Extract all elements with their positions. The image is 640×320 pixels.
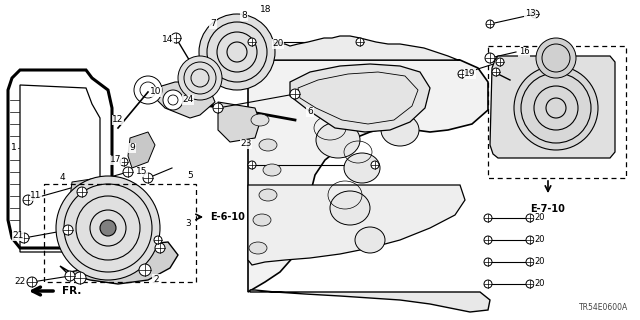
Text: 20: 20 xyxy=(535,213,545,222)
Circle shape xyxy=(74,272,86,284)
Circle shape xyxy=(199,14,275,90)
Circle shape xyxy=(496,58,504,66)
Circle shape xyxy=(143,173,153,183)
Ellipse shape xyxy=(316,122,360,158)
Polygon shape xyxy=(218,102,260,142)
Circle shape xyxy=(100,220,116,236)
Circle shape xyxy=(458,70,466,78)
Text: 13: 13 xyxy=(525,10,535,19)
Circle shape xyxy=(484,258,492,266)
Text: 24: 24 xyxy=(182,95,194,105)
Polygon shape xyxy=(248,185,465,265)
Ellipse shape xyxy=(253,214,271,226)
Circle shape xyxy=(290,89,300,99)
Text: 20: 20 xyxy=(535,236,545,244)
Circle shape xyxy=(134,76,162,104)
Polygon shape xyxy=(248,60,488,292)
Text: 6: 6 xyxy=(307,108,313,116)
Text: 1: 1 xyxy=(11,143,17,153)
Circle shape xyxy=(492,68,500,76)
Circle shape xyxy=(526,236,534,244)
Text: 9: 9 xyxy=(129,143,135,153)
Ellipse shape xyxy=(355,227,385,253)
Ellipse shape xyxy=(381,114,419,146)
Text: 7: 7 xyxy=(210,20,216,28)
Circle shape xyxy=(486,20,494,28)
Text: 1: 1 xyxy=(11,143,17,153)
Circle shape xyxy=(526,280,534,288)
Circle shape xyxy=(154,236,162,244)
Text: 22: 22 xyxy=(14,277,26,286)
Polygon shape xyxy=(60,242,178,284)
Circle shape xyxy=(171,33,181,43)
Circle shape xyxy=(63,225,73,235)
Text: 20: 20 xyxy=(535,258,545,267)
Ellipse shape xyxy=(259,189,277,201)
Circle shape xyxy=(356,38,364,46)
Circle shape xyxy=(56,176,160,280)
Polygon shape xyxy=(128,132,155,168)
Ellipse shape xyxy=(249,242,267,254)
Text: E-6-10: E-6-10 xyxy=(210,212,245,222)
Circle shape xyxy=(485,53,495,63)
Text: 18: 18 xyxy=(260,5,272,14)
Ellipse shape xyxy=(330,191,370,225)
Text: E-7-10: E-7-10 xyxy=(531,204,565,214)
Circle shape xyxy=(248,161,256,169)
Polygon shape xyxy=(290,64,430,132)
Text: 17: 17 xyxy=(110,156,122,164)
Circle shape xyxy=(163,90,183,110)
Text: 3: 3 xyxy=(185,220,191,228)
Circle shape xyxy=(77,187,87,197)
Circle shape xyxy=(484,236,492,244)
Circle shape xyxy=(514,66,598,150)
Text: 2: 2 xyxy=(153,275,159,284)
Circle shape xyxy=(178,56,222,100)
Ellipse shape xyxy=(263,164,281,176)
Text: 15: 15 xyxy=(136,167,148,177)
Text: 5: 5 xyxy=(187,172,193,180)
Circle shape xyxy=(371,161,379,169)
Text: TR54E0600A: TR54E0600A xyxy=(579,303,628,312)
Circle shape xyxy=(213,103,223,113)
Ellipse shape xyxy=(259,139,277,151)
Circle shape xyxy=(19,233,29,243)
Text: 19: 19 xyxy=(464,69,476,78)
Circle shape xyxy=(120,158,128,166)
Bar xyxy=(44,184,196,282)
Circle shape xyxy=(23,195,33,205)
Ellipse shape xyxy=(251,114,269,126)
Text: 14: 14 xyxy=(163,36,173,44)
Circle shape xyxy=(139,264,151,276)
Circle shape xyxy=(526,214,534,222)
Text: 11: 11 xyxy=(30,191,42,201)
Circle shape xyxy=(155,243,165,253)
Polygon shape xyxy=(70,178,104,208)
Text: 23: 23 xyxy=(240,140,252,148)
Text: 8: 8 xyxy=(241,12,247,20)
Text: 12: 12 xyxy=(112,116,124,124)
Polygon shape xyxy=(250,290,490,312)
Text: 16: 16 xyxy=(518,47,529,57)
Circle shape xyxy=(27,277,37,287)
Circle shape xyxy=(531,10,539,18)
Circle shape xyxy=(484,280,492,288)
Circle shape xyxy=(65,271,75,281)
Text: 10: 10 xyxy=(150,87,162,97)
Circle shape xyxy=(536,38,576,78)
Polygon shape xyxy=(155,82,215,118)
Circle shape xyxy=(248,38,256,46)
Text: 20: 20 xyxy=(272,39,284,49)
Polygon shape xyxy=(248,36,460,60)
Bar xyxy=(488,46,626,178)
Text: FR.: FR. xyxy=(62,286,81,296)
Text: 21: 21 xyxy=(12,231,24,241)
Polygon shape xyxy=(490,56,615,158)
Text: 4: 4 xyxy=(59,173,65,182)
Circle shape xyxy=(123,167,133,177)
Circle shape xyxy=(484,214,492,222)
Circle shape xyxy=(526,258,534,266)
Ellipse shape xyxy=(344,153,380,183)
Text: 20: 20 xyxy=(535,279,545,289)
